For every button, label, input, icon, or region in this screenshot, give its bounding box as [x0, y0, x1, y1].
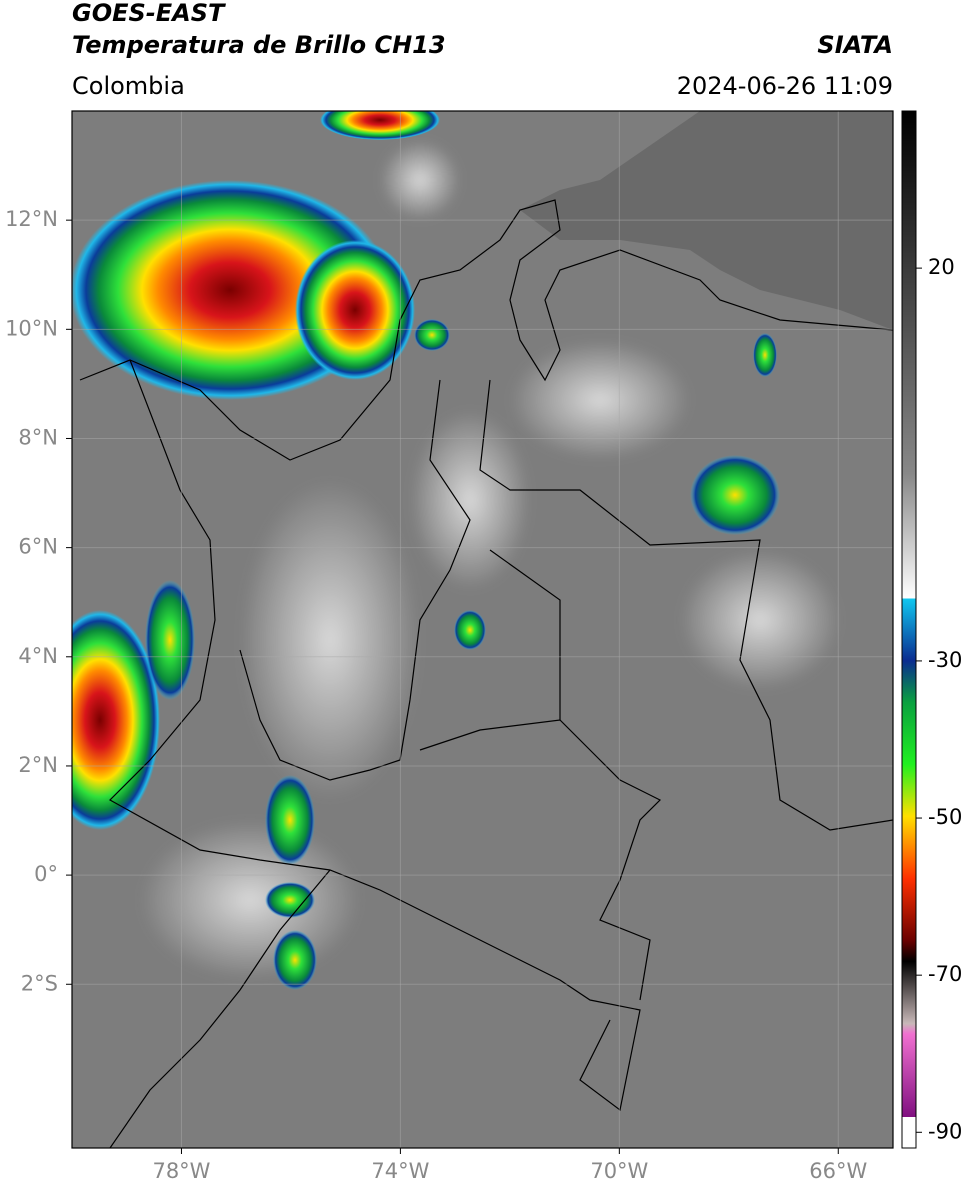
- storm: [145, 580, 195, 700]
- datetime: 2024-06-26 11:09: [677, 72, 893, 100]
- map-frame: [71, 110, 894, 1149]
- storm: [295, 240, 415, 380]
- colorbar-tick-label: 20: [928, 255, 955, 279]
- cloud: [380, 140, 460, 220]
- cloud: [680, 550, 840, 690]
- y-tick-label: 8°N: [18, 425, 58, 449]
- border: [479, 379, 893, 831]
- cloud: [240, 480, 420, 800]
- storm: [690, 455, 780, 535]
- y-tick-label: 2°N: [18, 753, 58, 777]
- x-tick-label: 78°W: [152, 1159, 210, 1183]
- x-tick-label: 70°W: [590, 1159, 648, 1183]
- colorbar-tick-label: -30: [928, 648, 962, 672]
- y-tick-label: 10°N: [5, 316, 58, 340]
- borders: [79, 199, 893, 1148]
- coastline: [79, 199, 893, 461]
- subtitle: Temperatura de Brillo CH13: [72, 31, 446, 59]
- cloud: [140, 820, 360, 980]
- storm: [265, 882, 315, 918]
- cloud: [510, 340, 690, 460]
- storm: [265, 775, 315, 865]
- colorbar-tick-label: -70: [928, 962, 962, 986]
- border: [489, 549, 561, 720]
- coastline: [109, 869, 331, 1148]
- border: [239, 379, 471, 781]
- grid: [72, 111, 893, 1148]
- colorbar: [901, 110, 917, 1149]
- storm: [753, 333, 777, 377]
- storm: [454, 610, 486, 650]
- storm: [273, 930, 317, 990]
- title: GOES-EAST: [72, 0, 226, 27]
- y-tick-label: 4°N: [18, 644, 58, 668]
- colorbar-tick-label: -90: [928, 1119, 962, 1143]
- storm: [414, 319, 450, 351]
- region: Colombia: [72, 72, 185, 100]
- x-tick-label: 66°W: [809, 1159, 867, 1183]
- x-tick-label: 74°W: [371, 1159, 429, 1183]
- y-tick-label: 6°N: [18, 535, 58, 559]
- source: SIATA: [817, 31, 893, 59]
- storm: [72, 610, 160, 830]
- cloud: [410, 410, 530, 590]
- map-image: [72, 111, 893, 1148]
- y-tick-label: 2°S: [21, 971, 58, 995]
- colorbar-tick-label: -50: [928, 805, 962, 829]
- storm: [320, 111, 440, 140]
- border: [419, 719, 662, 1001]
- clouds: [140, 140, 840, 980]
- y-tick-label: 0°: [34, 862, 58, 886]
- y-tick-label: 12°N: [5, 207, 58, 231]
